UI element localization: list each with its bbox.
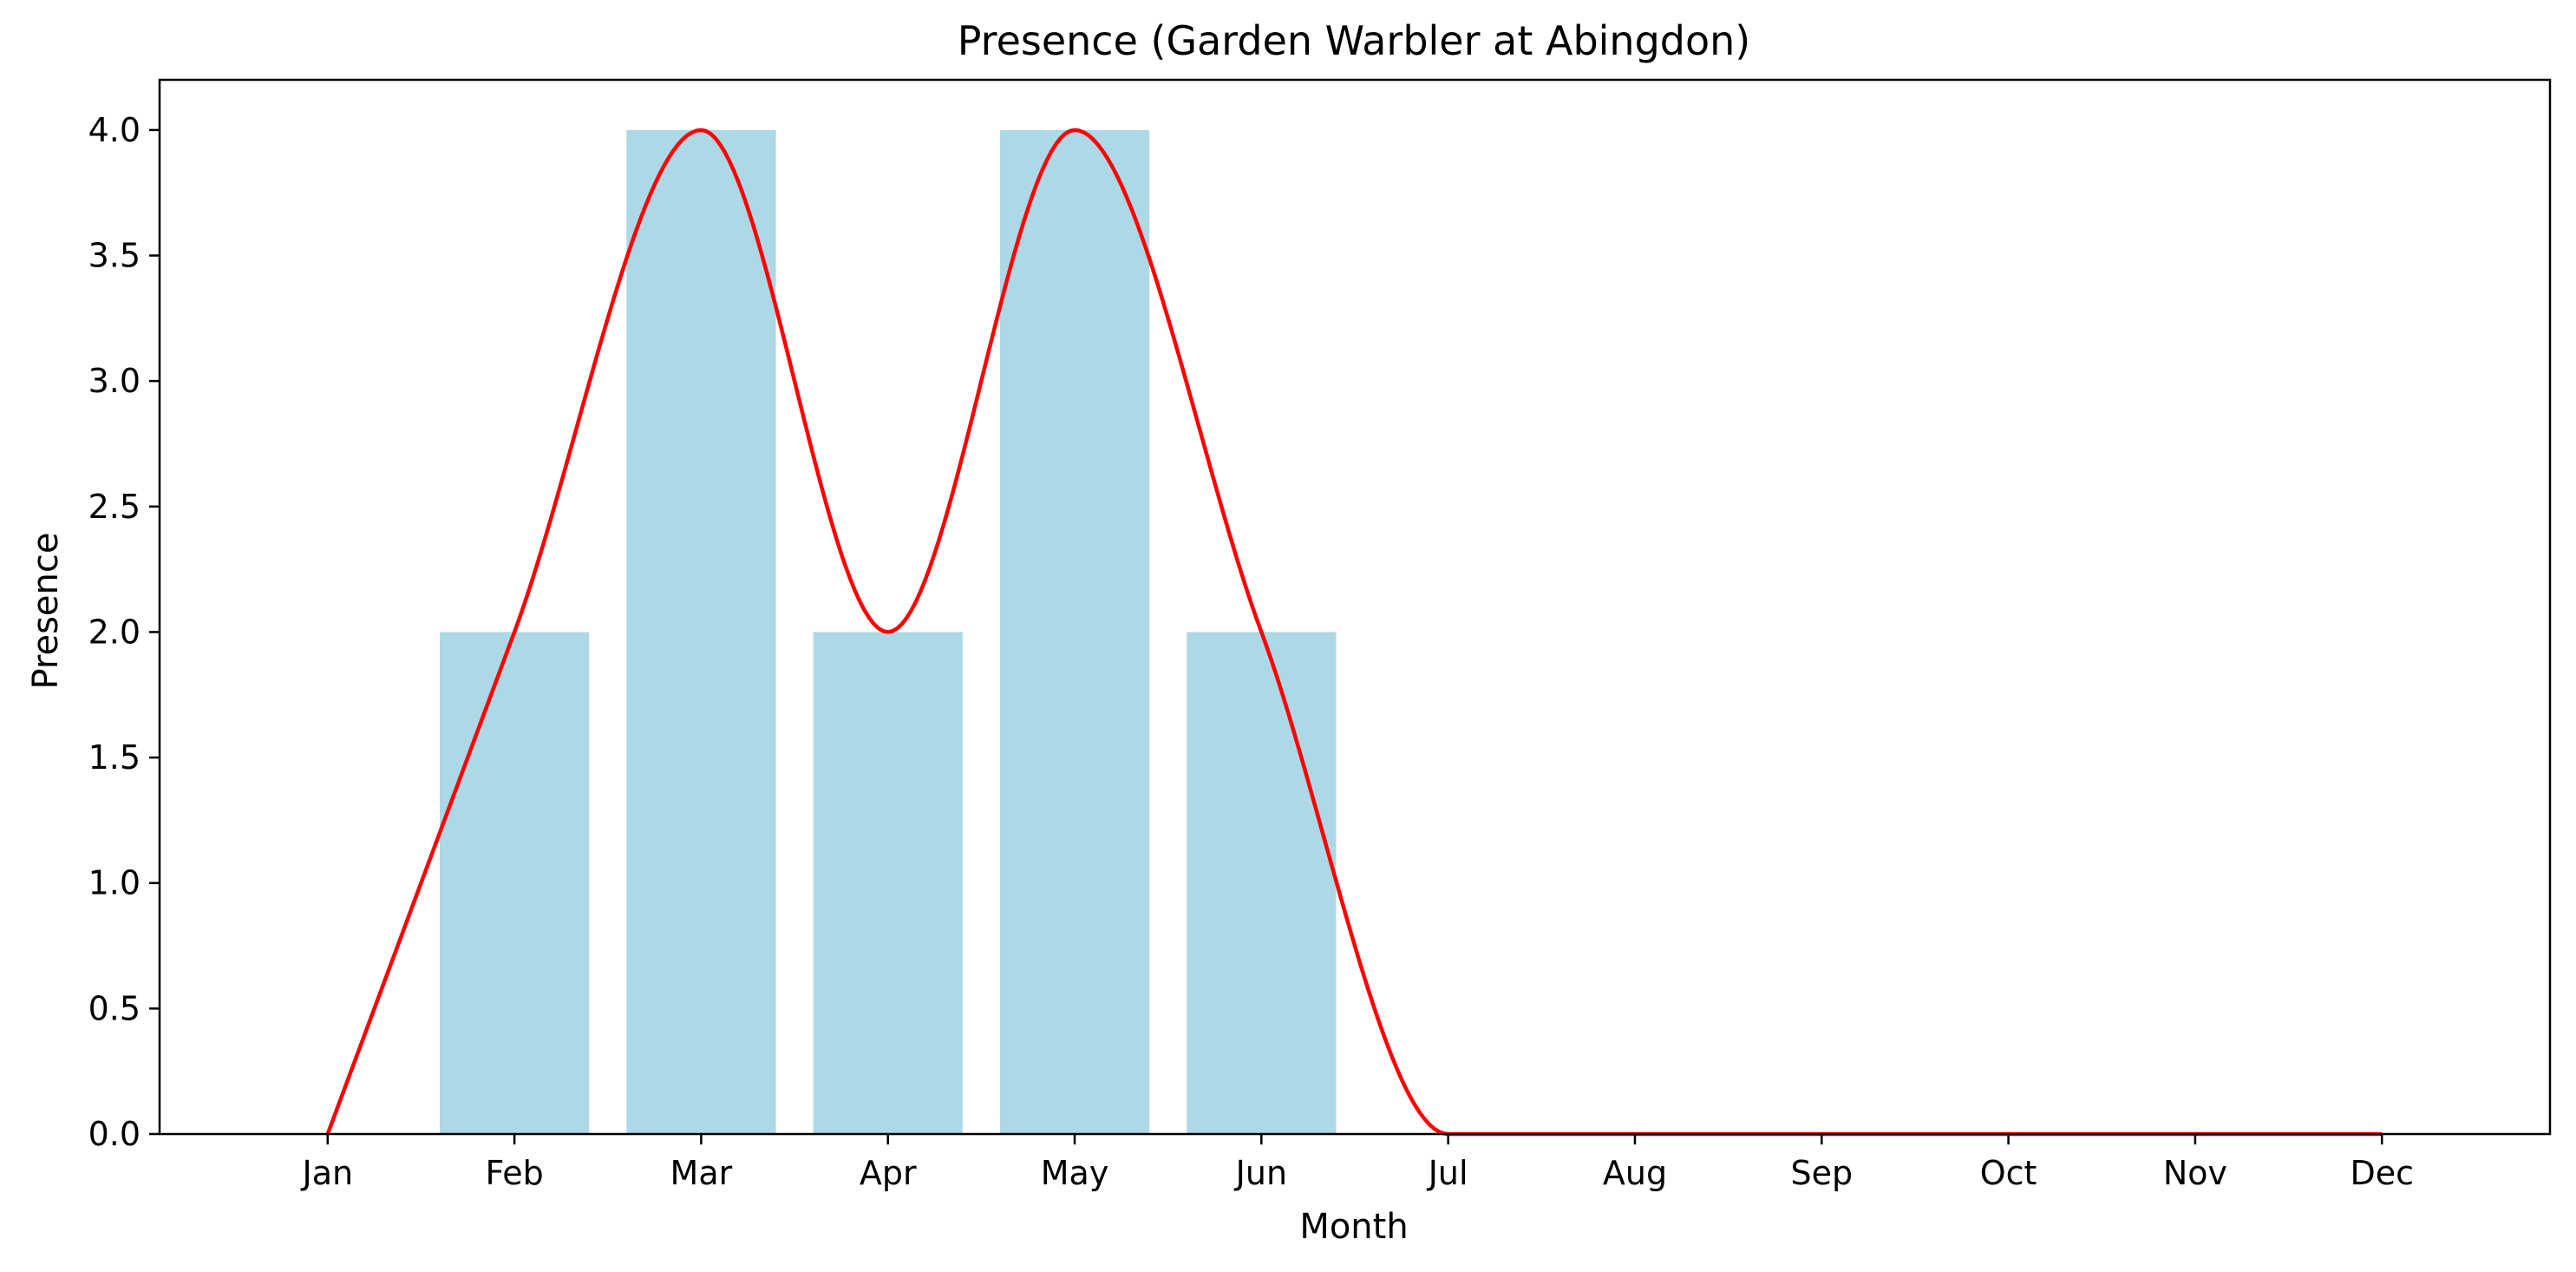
x-axis-label: Month xyxy=(1299,1207,1408,1247)
y-tick-label: 2.0 xyxy=(88,613,141,651)
chart-title: Presence (Garden Warbler at Abingdon) xyxy=(958,17,1750,64)
bar-apr xyxy=(813,632,963,1134)
y-axis: 0.0 0.5 1.0 1.5 2.0 2.5 3.0 3.5 4.0 xyxy=(88,111,160,1153)
x-tick-label: Jul xyxy=(1427,1154,1468,1192)
x-tick-label: Jan xyxy=(300,1154,353,1192)
y-axis-label: Presence xyxy=(26,533,66,690)
x-tick-label: Dec xyxy=(2350,1154,2414,1192)
y-tick-label: 1.5 xyxy=(88,738,141,777)
x-tick-label: Mar xyxy=(670,1154,733,1192)
x-tick-label: Feb xyxy=(485,1154,543,1192)
x-tick-label: Nov xyxy=(2163,1154,2227,1192)
bars-group xyxy=(439,129,1337,1134)
x-tick-label: Oct xyxy=(1980,1154,2037,1192)
bar-mar xyxy=(626,129,776,1134)
y-tick-label: 2.5 xyxy=(88,488,141,526)
y-tick-label: 3.0 xyxy=(88,362,141,400)
x-tick-label: Apr xyxy=(860,1154,917,1192)
y-tick-label: 0.0 xyxy=(88,1115,141,1153)
bar-jun xyxy=(1187,632,1337,1134)
x-tick-label: May xyxy=(1041,1154,1109,1192)
y-tick-label: 3.5 xyxy=(88,237,141,275)
bar-may xyxy=(999,129,1150,1134)
x-tick-label: Aug xyxy=(1603,1154,1667,1192)
x-tick-label: Sep xyxy=(1790,1154,1853,1192)
y-tick-label: 4.0 xyxy=(88,111,141,149)
y-tick-label: 1.0 xyxy=(88,864,141,902)
plot-frame xyxy=(158,78,2552,1136)
bar-feb xyxy=(439,632,590,1134)
x-tick-label: Jun xyxy=(1234,1154,1287,1192)
y-tick-label: 0.5 xyxy=(88,989,141,1027)
x-axis: Jan Feb Mar Apr May Jun Jul Aug Sep Oct Nov Dec xyxy=(300,1134,2414,1192)
